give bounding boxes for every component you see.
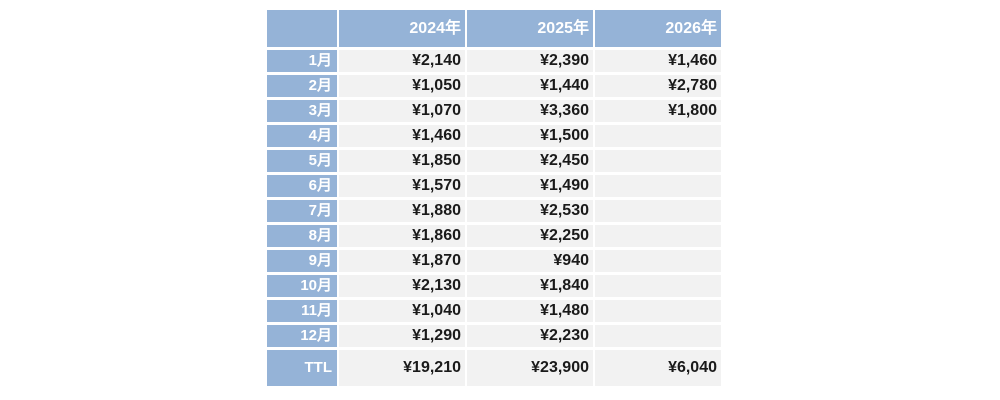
month-label: 4月 — [267, 125, 337, 147]
value-cell: ¥2,450 — [467, 150, 593, 172]
value-cell: ¥1,880 — [339, 200, 465, 222]
value-cell: ¥1,440 — [467, 75, 593, 97]
table-row-feb: 2月 ¥1,050 ¥1,440 ¥2,780 — [267, 75, 721, 97]
value-cell — [595, 275, 721, 297]
table-row-jul: 7月 ¥1,880 ¥2,530 — [267, 200, 721, 222]
total-value-cell: ¥23,900 — [467, 350, 593, 386]
table-row-mar: 3月 ¥1,070 ¥3,360 ¥1,800 — [267, 100, 721, 122]
value-cell: ¥3,360 — [467, 100, 593, 122]
table-row-nov: 11月 ¥1,040 ¥1,480 — [267, 300, 721, 322]
month-label: 9月 — [267, 250, 337, 272]
value-cell: ¥1,040 — [339, 300, 465, 322]
value-cell: ¥940 — [467, 250, 593, 272]
value-cell: ¥2,780 — [595, 75, 721, 97]
year-header-2026: 2026年 — [595, 10, 721, 47]
month-label: 8月 — [267, 225, 337, 247]
month-label: 6月 — [267, 175, 337, 197]
month-label: 1月 — [267, 50, 337, 72]
month-label: 3月 — [267, 100, 337, 122]
value-cell: ¥2,140 — [339, 50, 465, 72]
value-cell: ¥1,460 — [339, 125, 465, 147]
table-row-apr: 4月 ¥1,460 ¥1,500 — [267, 125, 721, 147]
value-cell: ¥2,230 — [467, 325, 593, 347]
table-row-may: 5月 ¥1,850 ¥2,450 — [267, 150, 721, 172]
month-label: 10月 — [267, 275, 337, 297]
value-cell — [595, 250, 721, 272]
value-cell: ¥1,070 — [339, 100, 465, 122]
total-value-cell: ¥19,210 — [339, 350, 465, 386]
value-cell: ¥1,460 — [595, 50, 721, 72]
value-cell: ¥1,290 — [339, 325, 465, 347]
month-label: 12月 — [267, 325, 337, 347]
month-label: 7月 — [267, 200, 337, 222]
value-cell: ¥1,800 — [595, 100, 721, 122]
value-cell — [595, 125, 721, 147]
monthly-revenue-table: 2024年 2025年 2026年 1月 ¥2,140 ¥2,390 ¥1,46… — [267, 10, 721, 386]
table-row-oct: 10月 ¥2,130 ¥1,840 — [267, 275, 721, 297]
value-cell: ¥1,500 — [467, 125, 593, 147]
table-row-jan: 1月 ¥2,140 ¥2,390 ¥1,460 — [267, 50, 721, 72]
value-cell — [595, 300, 721, 322]
value-cell — [595, 225, 721, 247]
value-cell: ¥2,530 — [467, 200, 593, 222]
table-row-aug: 8月 ¥1,860 ¥2,250 — [267, 225, 721, 247]
value-cell: ¥1,850 — [339, 150, 465, 172]
month-label: 2月 — [267, 75, 337, 97]
table-row-sep: 9月 ¥1,870 ¥940 — [267, 250, 721, 272]
value-cell: ¥1,860 — [339, 225, 465, 247]
corner-cell — [267, 10, 337, 47]
value-cell: ¥1,490 — [467, 175, 593, 197]
value-cell: ¥2,250 — [467, 225, 593, 247]
total-label: TTL — [267, 350, 337, 386]
table-row-dec: 12月 ¥1,290 ¥2,230 — [267, 325, 721, 347]
value-cell: ¥1,050 — [339, 75, 465, 97]
table-row-jun: 6月 ¥1,570 ¥1,490 — [267, 175, 721, 197]
value-cell — [595, 325, 721, 347]
value-cell — [595, 200, 721, 222]
month-label: 5月 — [267, 150, 337, 172]
value-cell — [595, 175, 721, 197]
value-cell: ¥1,870 — [339, 250, 465, 272]
year-header-2024: 2024年 — [339, 10, 465, 47]
value-cell: ¥1,480 — [467, 300, 593, 322]
month-label: 11月 — [267, 300, 337, 322]
value-cell: ¥1,840 — [467, 275, 593, 297]
table-total-row: TTL ¥19,210 ¥23,900 ¥6,040 — [267, 350, 721, 386]
value-cell: ¥2,390 — [467, 50, 593, 72]
total-value-cell: ¥6,040 — [595, 350, 721, 386]
value-cell: ¥2,130 — [339, 275, 465, 297]
year-header-2025: 2025年 — [467, 10, 593, 47]
value-cell — [595, 150, 721, 172]
table-header-row: 2024年 2025年 2026年 — [267, 10, 721, 47]
value-cell: ¥1,570 — [339, 175, 465, 197]
